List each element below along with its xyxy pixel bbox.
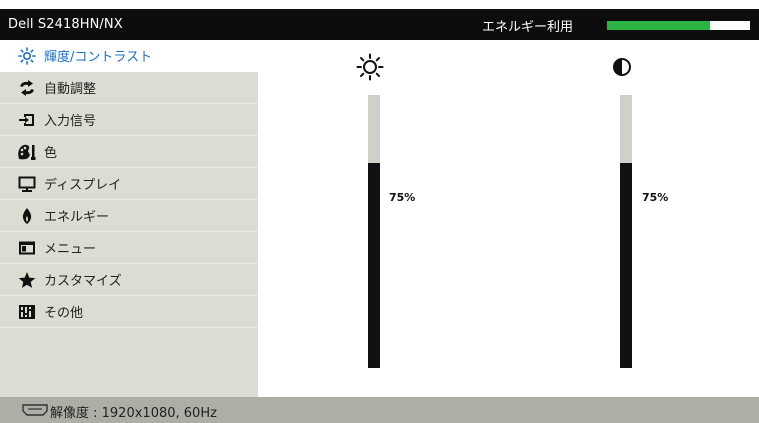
star-icon [17,271,37,289]
contrast-icon [613,58,631,76]
input-source-icon [17,111,37,129]
sidebar-item-label: 色 [44,146,58,161]
sidebar-item-label: メニュー [44,242,97,257]
resolution-info: 解像度 : 1920x1080, 60Hz [50,406,217,421]
energy-usage-fill [607,21,710,30]
display-icon [17,175,37,193]
menu-icon [17,239,37,257]
sidebar-item-label: 自動調整 [44,82,97,97]
osd-header: Dell S2418HN/NX エネルギー利用 [0,9,759,40]
contrast-slider[interactable] [620,95,632,368]
sidebar-item-menu[interactable]: メニュー [0,232,258,264]
brightness-value: 75% [389,191,416,204]
sidebar-item-label: その他 [44,306,84,321]
brightness-slider[interactable] [368,95,380,368]
brightness-icon [17,46,37,65]
sidebar-item-input-source[interactable]: 入力信号 [0,104,258,136]
sidebar-item-label: カスタマイズ [44,274,122,289]
contrast-slider-fill [620,163,632,368]
energy-icon [17,207,37,225]
sidebar-item-label: 輝度/コントラスト [44,50,153,65]
auto-adjust-icon [17,79,37,97]
sidebar-item-customize[interactable]: カスタマイズ [0,264,258,296]
osd-sidebar: 輝度/コントラスト 自動調整 入力信号 [0,40,258,397]
contrast-value: 75% [642,191,669,204]
sidebar-item-auto-adjust[interactable]: 自動調整 [0,72,258,104]
energy-usage-label: エネルギー利用 [482,20,574,35]
hdmi-icon [22,404,48,416]
sidebar-item-label: 入力信号 [44,114,97,129]
sidebar-item-others[interactable]: その他 [0,296,258,328]
sun-icon [356,53,384,81]
others-icon [17,303,37,321]
sidebar-item-color[interactable]: 色 [0,136,258,168]
color-icon [17,143,37,161]
sidebar-item-label: ディスプレイ [44,178,122,193]
sidebar-item-display[interactable]: ディスプレイ [0,168,258,200]
brightness-contrast-panel: 75% 75% [258,40,759,397]
brightness-slider-fill [368,163,380,368]
model-name: Dell S2418HN/NX [8,17,123,32]
sidebar-item-energy[interactable]: エネルギー [0,200,258,232]
energy-usage-meter [607,21,750,30]
status-bar: 解像度 : 1920x1080, 60Hz [0,397,759,423]
sidebar-item-label: エネルギー [44,210,110,225]
sidebar-item-brightness-contrast[interactable]: 輝度/コントラスト [0,40,258,72]
